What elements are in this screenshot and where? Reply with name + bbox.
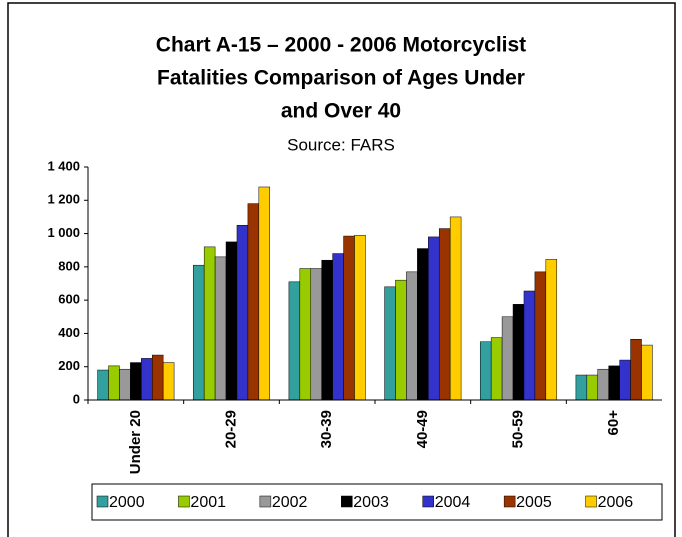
chart-title: Fatalities Comparison of Ages Under (157, 67, 525, 90)
legend-swatch (503, 495, 516, 508)
bar (512, 304, 525, 401)
bar (97, 369, 109, 401)
legend-label: 2004 (435, 494, 471, 511)
y-tick-label: 600 (58, 292, 80, 307)
bar (630, 339, 642, 401)
bar (203, 246, 216, 401)
bar (141, 358, 153, 401)
bar (586, 374, 599, 401)
x-tick-label: 40-49 (414, 410, 431, 448)
bar (151, 354, 164, 401)
y-tick-label: 1 400 (47, 158, 80, 173)
bar (608, 365, 620, 401)
bar (545, 259, 558, 401)
chart-title: and Over 40 (281, 100, 401, 123)
y-tick-label: 0 (73, 391, 80, 406)
bar (162, 362, 175, 401)
y-tick-label: 800 (58, 258, 80, 273)
bar (332, 253, 344, 401)
legend-swatch (585, 495, 597, 508)
legend-label: 2005 (516, 494, 552, 511)
bar (258, 186, 271, 401)
x-tick-label: 60+ (605, 410, 622, 436)
bar (236, 225, 249, 401)
bar (192, 264, 205, 401)
x-tick-label: Under 20 (127, 410, 144, 474)
bar (417, 248, 429, 401)
bar (597, 368, 609, 401)
bar (641, 344, 653, 401)
chart-title: Chart A-15 – 2000 - 2006 Motorcyclist (156, 34, 526, 57)
x-tick-label: 30-39 (318, 410, 335, 448)
bar (288, 281, 301, 401)
bar (619, 359, 631, 401)
bar (343, 235, 355, 401)
x-tick-label: 50-59 (509, 410, 526, 448)
bar (406, 271, 418, 401)
chart-subtitle: Source: FARS (287, 135, 395, 154)
bar (534, 271, 547, 401)
legend-label: 2000 (109, 494, 145, 511)
bar (310, 268, 322, 401)
y-tick-label: 200 (58, 358, 80, 373)
bar (108, 365, 120, 401)
legend-label: 2001 (190, 494, 226, 511)
legend-swatch (341, 495, 353, 508)
bar (354, 234, 366, 401)
legend-swatch (178, 495, 190, 508)
legend-swatch (96, 495, 109, 508)
legend-label: 2006 (598, 494, 634, 511)
bar (299, 268, 312, 401)
x-tick-label: 20-29 (222, 410, 239, 448)
bar (449, 216, 462, 401)
y-tick-label: 1 000 (47, 225, 80, 240)
legend-swatch (422, 495, 434, 508)
bar (501, 316, 514, 401)
bar (490, 337, 503, 401)
bar (119, 368, 131, 401)
y-tick-label: 1 200 (47, 192, 80, 207)
bar (479, 341, 492, 401)
legend-label: 2003 (353, 494, 389, 511)
bar (247, 203, 260, 401)
bar (523, 290, 536, 401)
bar (130, 362, 142, 401)
legend-swatch (259, 495, 272, 508)
bar (428, 236, 440, 401)
legend-label: 2002 (272, 494, 308, 511)
bar (575, 374, 588, 401)
bar (321, 259, 333, 401)
bar (225, 241, 238, 401)
bar (384, 286, 396, 401)
bar (438, 228, 451, 401)
bar (395, 279, 407, 401)
y-tick-label: 400 (58, 325, 80, 340)
bar (214, 256, 227, 401)
